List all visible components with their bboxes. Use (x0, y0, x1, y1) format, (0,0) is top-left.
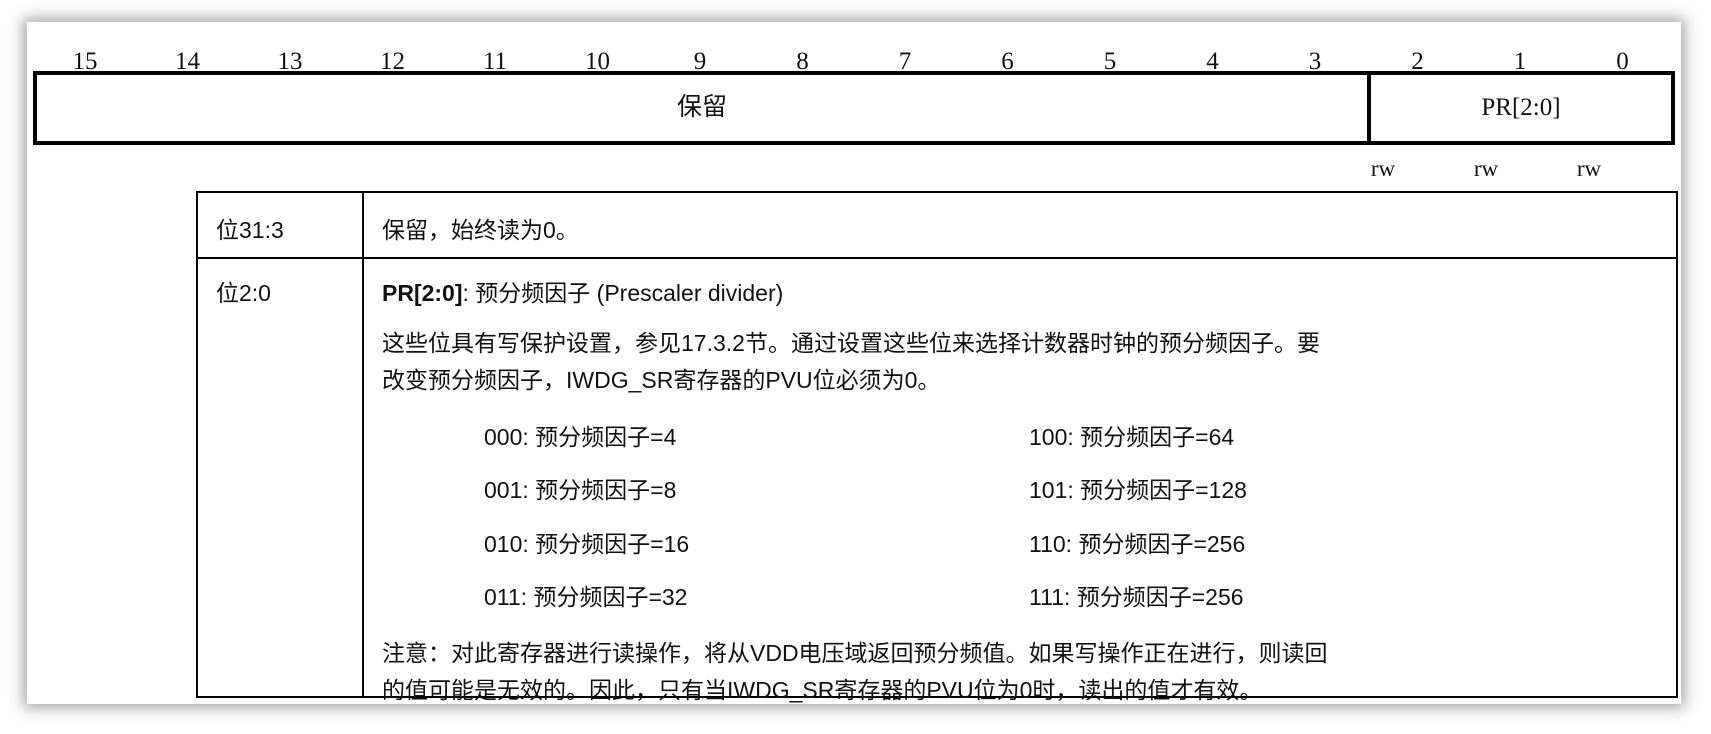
bit-number: 13 (277, 48, 303, 75)
reserved-field: 保留 (676, 94, 727, 121)
register-page: 15 14 13 12 11 10 9 8 7 6 5 4 3 2 1 0 保留 PR[2:0] rw rw … (27, 22, 1681, 704)
description-line: 改变预分频因子，IWDG_SR寄存器的PVU位必须为0。 (382, 367, 941, 393)
value-item: 000: 预分频因子=4 (484, 424, 677, 450)
note-line: 注意：对此寄存器进行读操作，将从VDD电压域返回预分频值。如果写操作正在进行，则… (382, 640, 1328, 666)
bit-number: 3 (1308, 48, 1322, 75)
pr-field: PR[2:0] (1481, 94, 1561, 121)
bit-number: 5 (1103, 48, 1117, 75)
value-item: 001: 预分频因子=8 (484, 477, 677, 503)
bit-number: 1 (1513, 48, 1527, 75)
bit-number: 2 (1411, 48, 1424, 75)
bit-number: 0 (1616, 48, 1629, 75)
access-rw-bit2: rw (1370, 156, 1396, 181)
row-desc-31-3: 保留，始终读为0。 (382, 217, 579, 243)
bit-number: 7 (898, 48, 912, 75)
bit-number: 8 (796, 48, 809, 75)
row-bits-31-3: 位31:3 (216, 217, 284, 243)
row-bits-2-0: 位2:0 (216, 280, 271, 306)
bit-number: 9 (693, 48, 707, 75)
bit-number: 12 (380, 48, 405, 75)
value-item: 011: 预分频因子=32 (484, 584, 688, 610)
value-item: 010: 预分频因子=16 (484, 531, 690, 557)
access-rw-bit0: rw (1576, 156, 1602, 181)
value-item: 100: 预分频因子=64 (1029, 424, 1235, 450)
register-diagram: 保留 PR[2:0] (33, 71, 1675, 145)
bit-number: 14 (175, 48, 200, 75)
bit-number: 4 (1206, 48, 1219, 75)
access-rw-bit1: rw (1473, 156, 1499, 181)
column-divider (362, 193, 364, 696)
note-line: 的值可能是无效的。因此，只有当IWDG_SR寄存器的PVU位为0时，读出的值才有… (382, 677, 1263, 703)
bit-number: 10 (585, 48, 610, 75)
row-divider (198, 257, 1676, 259)
field-divider (1367, 75, 1371, 141)
value-item: 101: 预分频因子=128 (1029, 477, 1247, 503)
field-title: : 预分频因子 (Prescaler divider) (462, 280, 784, 306)
field-name: PR[2:0] (382, 280, 463, 306)
value-item: 110: 预分频因子=256 (1029, 531, 1246, 557)
bit-number: 6 (1001, 48, 1014, 75)
bit-description-table: 位31:3 保留，始终读为0。 位2:0 PR[2:0]: 预分频因子 (Pre… (196, 191, 1678, 703)
bit-number: 11 (482, 48, 508, 75)
bit-number: 15 (72, 48, 98, 75)
value-item: 111: 预分频因子=256 (1029, 584, 1244, 610)
field-heading: PR[2:0]: 预分频因子 (Prescaler divider) (382, 274, 783, 308)
description-line: 这些位具有写保护设置，参见17.3.2节。通过设置这些位来选择计数器时钟的预分频… (382, 330, 1320, 356)
